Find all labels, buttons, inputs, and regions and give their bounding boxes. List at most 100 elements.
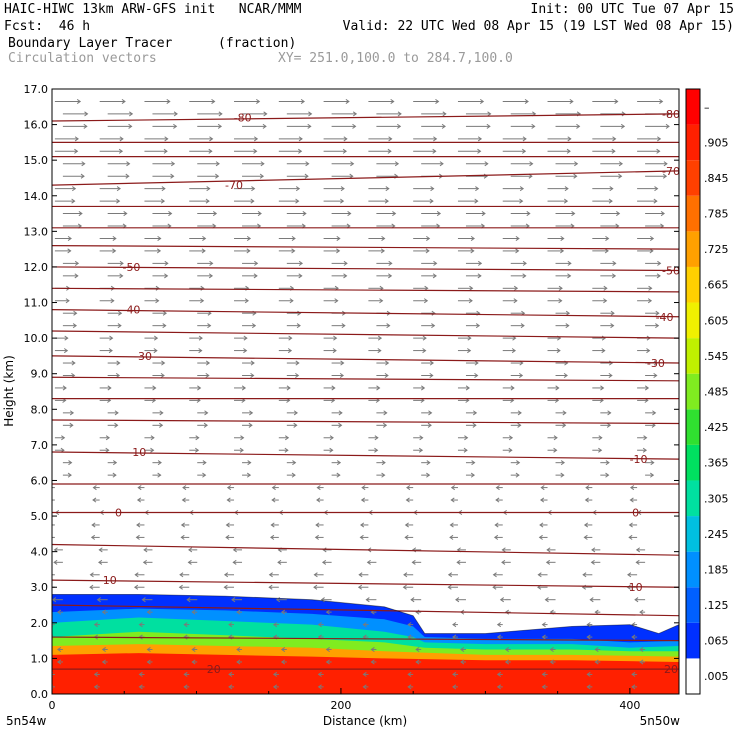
contour-label: -80 bbox=[234, 111, 252, 124]
circulation-vector bbox=[540, 485, 548, 491]
circulation-vector bbox=[637, 385, 650, 391]
circulation-vector bbox=[89, 584, 100, 590]
circulation-vector bbox=[407, 684, 414, 690]
y-tick-label: 9.0 bbox=[31, 368, 49, 381]
circulation-vector bbox=[555, 260, 572, 266]
tracer-shading bbox=[52, 594, 679, 694]
colorbar-swatch bbox=[686, 622, 700, 659]
circulation-vector bbox=[181, 497, 190, 503]
circulation-vector bbox=[413, 298, 429, 304]
y-axis: 0.0 1.0 2.0 3.0 4.0 5.0 6.0 7.0 8.0 9.0 10.0 11.0 12… bbox=[24, 83, 679, 701]
circulation-vector bbox=[457, 348, 472, 354]
circulation-vector bbox=[413, 435, 424, 441]
circulation-vector bbox=[316, 497, 324, 503]
circulation-vector bbox=[101, 647, 108, 653]
contour-label-text: -50 bbox=[662, 265, 680, 278]
circulation-vector bbox=[234, 148, 258, 154]
init-time: Init: 00 UTC Tue 07 Apr 15 bbox=[530, 2, 735, 17]
circulation-vector bbox=[286, 123, 312, 129]
circulation-vector bbox=[421, 422, 432, 428]
colorbar-frame bbox=[685, 88, 701, 695]
circulation-vector bbox=[99, 298, 115, 304]
circulation-vector bbox=[376, 260, 393, 266]
contour-label-text: -80 bbox=[662, 108, 680, 121]
circulation-vector bbox=[234, 136, 259, 142]
circulation-vector bbox=[403, 572, 414, 578]
circulation-vector bbox=[278, 335, 293, 341]
circulation-vector bbox=[107, 173, 130, 179]
circulation-vector bbox=[189, 235, 207, 241]
circulation-vector bbox=[583, 534, 593, 540]
circulation-vector bbox=[361, 485, 369, 491]
circulation-vector bbox=[645, 161, 668, 167]
colorbar-swatch bbox=[686, 89, 700, 125]
circulation-vector bbox=[465, 211, 486, 217]
circulation-vector bbox=[62, 323, 77, 329]
circulation-vector bbox=[421, 310, 436, 316]
contour-label: -70 bbox=[662, 165, 680, 178]
y-tick-label: 0.0 bbox=[31, 688, 49, 701]
circulation-vector bbox=[504, 659, 511, 665]
circulation-vector bbox=[421, 211, 442, 217]
circulation-vector bbox=[590, 559, 601, 565]
circulation-vector bbox=[421, 273, 437, 279]
circulation-vector bbox=[225, 534, 235, 540]
circulation-vector bbox=[549, 647, 556, 653]
circulation-vector bbox=[146, 659, 153, 665]
circulation-vector bbox=[138, 684, 145, 690]
circulation-vector bbox=[627, 572, 638, 578]
contour-label-text: -10 bbox=[630, 453, 648, 466]
circulation-vector bbox=[280, 659, 287, 665]
circulation-vector bbox=[144, 298, 160, 304]
circulation-vector bbox=[645, 173, 668, 179]
circulation-vector bbox=[547, 98, 574, 104]
circulation-vector bbox=[143, 547, 153, 553]
circulation-vector bbox=[331, 173, 354, 179]
circulation-vector bbox=[226, 497, 235, 503]
circulation-vector bbox=[591, 547, 601, 553]
circulation-vector bbox=[413, 98, 440, 104]
circulation-vector bbox=[197, 360, 211, 366]
circulation-vector bbox=[234, 298, 249, 304]
circulation-vector bbox=[457, 447, 468, 453]
circulation-vector bbox=[325, 609, 332, 615]
circulation-vector bbox=[152, 260, 169, 266]
circulation-vector bbox=[331, 422, 343, 428]
contour-label-text: -80 bbox=[234, 111, 252, 124]
circulation-vector bbox=[179, 572, 190, 578]
circulation-vector bbox=[242, 410, 254, 416]
circulation-vector bbox=[107, 260, 124, 266]
circulation-vector bbox=[286, 310, 302, 316]
circulation-vector bbox=[152, 211, 173, 217]
circulation-vector bbox=[180, 522, 190, 528]
circulation-vector bbox=[457, 98, 485, 104]
circulation-vector bbox=[152, 310, 167, 316]
circulation-vector bbox=[278, 198, 300, 204]
circulation-vector bbox=[272, 684, 279, 690]
circulation-vector bbox=[62, 111, 89, 117]
circulation-vector bbox=[62, 460, 73, 466]
circulation-vector bbox=[586, 671, 593, 677]
circulation-vector bbox=[189, 298, 205, 304]
circulation-vector bbox=[457, 385, 470, 391]
circulation-vector bbox=[142, 559, 153, 565]
circulation-vector bbox=[231, 597, 243, 603]
circulation-vector bbox=[600, 422, 612, 428]
circulation-vector bbox=[452, 684, 458, 690]
circulation-vector bbox=[600, 111, 626, 117]
circulation-vector bbox=[455, 597, 466, 603]
circulation-vector bbox=[368, 98, 395, 104]
circulation-vector bbox=[637, 447, 647, 453]
circulation-vector bbox=[286, 410, 298, 416]
circulation-vector bbox=[92, 485, 100, 491]
circulation-vector bbox=[234, 385, 247, 391]
circulation-vector bbox=[360, 497, 369, 503]
circulation-vector bbox=[457, 285, 474, 291]
circulation-vector bbox=[452, 634, 458, 640]
circulation-vector bbox=[268, 572, 279, 578]
circulation-vector bbox=[234, 335, 248, 341]
circulation-vector bbox=[407, 622, 414, 628]
circulation-vector bbox=[234, 435, 245, 441]
circulation-vector bbox=[323, 348, 337, 354]
